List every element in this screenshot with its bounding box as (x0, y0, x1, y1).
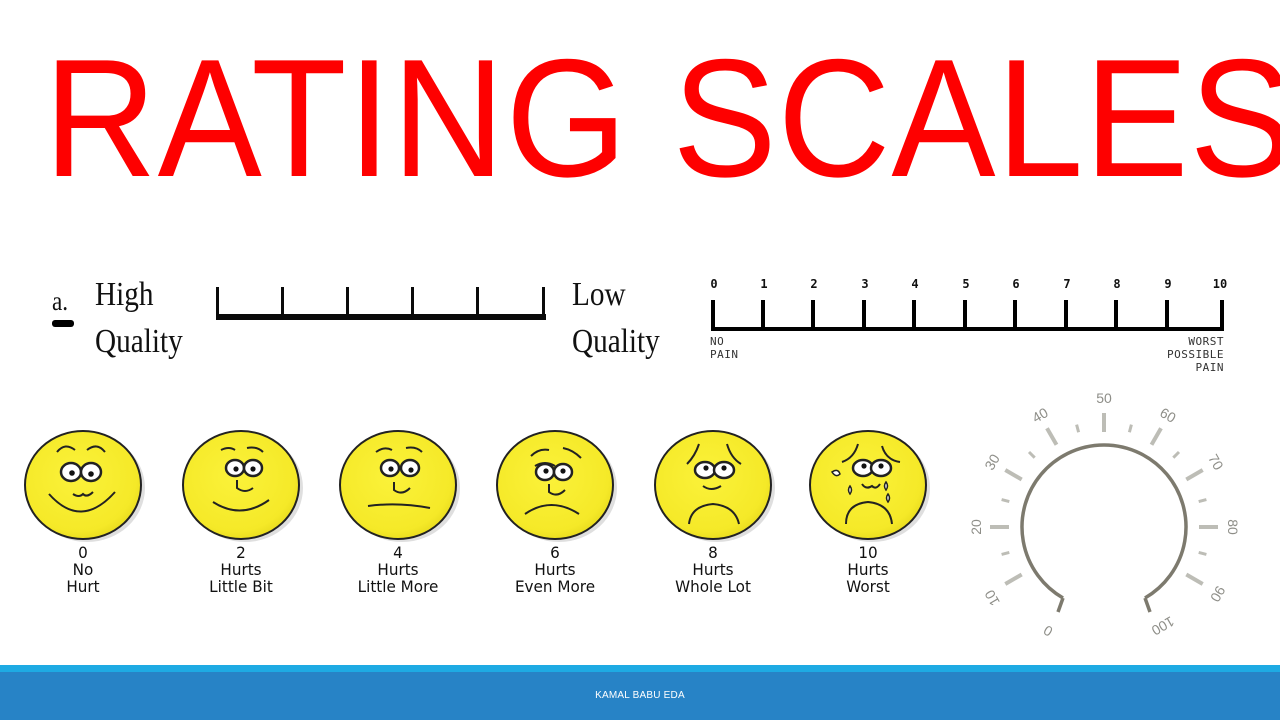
face-8-hurts-whole-lot: 8 Hurts Whole Lot (638, 428, 788, 595)
dial-label: 80 (1225, 519, 1241, 535)
smiling-face-icon (182, 430, 303, 542)
face-label-line2: Whole Lot (675, 577, 751, 596)
dial-label: 90 (1207, 583, 1229, 605)
quality-scale-tick (346, 287, 349, 317)
high-quality-label-2: Quality (95, 323, 183, 360)
dial-label: 0 (1040, 622, 1055, 640)
pain-scale-tick (862, 300, 866, 330)
face-score: 10 (858, 543, 878, 562)
pain-scale-number: 2 (810, 277, 818, 291)
low-quality-label-2: Quality (572, 323, 660, 360)
dial-label: 30 (981, 451, 1003, 473)
pain-scale-number: 3 (861, 277, 869, 291)
pain-scale-tick (711, 300, 715, 330)
face-2-hurts-little-bit: 2 Hurts Little Bit (166, 428, 316, 595)
pain-scale-tick (912, 300, 916, 330)
quality-scale-tick (542, 287, 545, 317)
dial-ticks (990, 413, 1218, 586)
face-score: 0 (78, 543, 88, 562)
footer-bar (0, 672, 1280, 720)
quality-scale-tick (476, 287, 479, 317)
dial-label: 40 (1029, 404, 1051, 426)
footer-author: KAMAL BABU EDA (595, 690, 685, 701)
dial-label: 70 (1205, 451, 1227, 473)
pain-scale-tick (963, 300, 967, 330)
crying-face-icon (809, 430, 930, 542)
footer-accent-stripe (0, 665, 1280, 672)
dial-label: 100 (1149, 613, 1177, 639)
pain-scale-number: 0 (710, 277, 718, 291)
pain-scale-number: 6 (1012, 277, 1020, 291)
pain-scale-tick (761, 300, 765, 330)
face-score: 8 (708, 543, 718, 562)
dial-end-hook-left (1056, 597, 1065, 613)
pain-scale-tick (1220, 300, 1224, 330)
pain-scale-baseline (711, 327, 1224, 331)
smiling-face-icon (24, 430, 145, 542)
pain-scale-number: 7 (1063, 277, 1071, 291)
face-label-line2: Hurt (66, 577, 100, 596)
dial-end-hook-right (1143, 597, 1152, 613)
face-10-hurts-worst: 10 Hurts Worst (793, 428, 943, 595)
face-label-line1: Hurts (377, 560, 419, 579)
face-4-hurts-little-more: 4 Hurts Little More (323, 428, 473, 595)
pain-scale-tick (1013, 300, 1017, 330)
dial-label: 10 (981, 587, 1003, 609)
pain-scale-tick (811, 300, 815, 330)
pain-scale-number: 10 (1212, 277, 1228, 291)
pain-scale-number: 5 (962, 277, 970, 291)
face-label-line2: Little More (357, 577, 439, 596)
quality-scale-tick (216, 287, 219, 317)
no-pain-caption: NO PAIN (710, 335, 739, 361)
face-label-line2: Worst (846, 577, 890, 596)
pain-scale-tick (1165, 300, 1169, 330)
face-label-line1: Hurts (692, 560, 734, 579)
face-label-line2: Little Bit (209, 577, 273, 596)
face-label-line2: Even More (514, 577, 596, 596)
face-score: 4 (393, 543, 403, 562)
high-quality-label-1: High (95, 276, 154, 313)
dial-label: 60 (1157, 404, 1179, 426)
worst-pain-caption: WORST POSSIBLE PAIN (1167, 335, 1224, 374)
face-score: 2 (236, 543, 246, 562)
face-label-line1: Hurts (847, 560, 889, 579)
pain-scale-number: 9 (1164, 277, 1172, 291)
pain-scale-tick (1064, 300, 1068, 330)
sad-face-icon (654, 430, 775, 542)
dial-scale: 0 10 20 30 40 50 60 70 80 90 100 (968, 390, 1241, 640)
quality-scale-marker: a. (52, 286, 69, 316)
face-6-hurts-even-more: 6 Hurts Even More (480, 428, 630, 595)
pain-scale-number: 8 (1113, 277, 1121, 291)
face-0-no-hurt: 0 No Hurt (8, 428, 158, 595)
quality-scale-baseline (216, 314, 546, 320)
low-quality-label-1: Low (572, 276, 626, 313)
face-label-line1: Hurts (534, 560, 576, 579)
neutral-face-icon (339, 430, 460, 542)
pain-scale-number: 1 (760, 277, 768, 291)
dial-label: 20 (968, 519, 984, 535)
face-score: 6 (550, 543, 560, 562)
pain-scale-number: 4 (911, 277, 919, 291)
dial-label: 50 (1096, 390, 1112, 406)
quality-scale-tick (411, 287, 414, 317)
dial-arc (1020, 443, 1188, 600)
frowning-face-icon (496, 430, 617, 542)
quality-scale-marker-dash (52, 320, 74, 327)
slide-title: RATING SCALES (43, 24, 1280, 212)
pain-scale-tick (1114, 300, 1118, 330)
quality-scale-tick (281, 287, 284, 317)
face-label-line1: No (72, 560, 94, 579)
face-label-line1: Hurts (220, 560, 262, 579)
